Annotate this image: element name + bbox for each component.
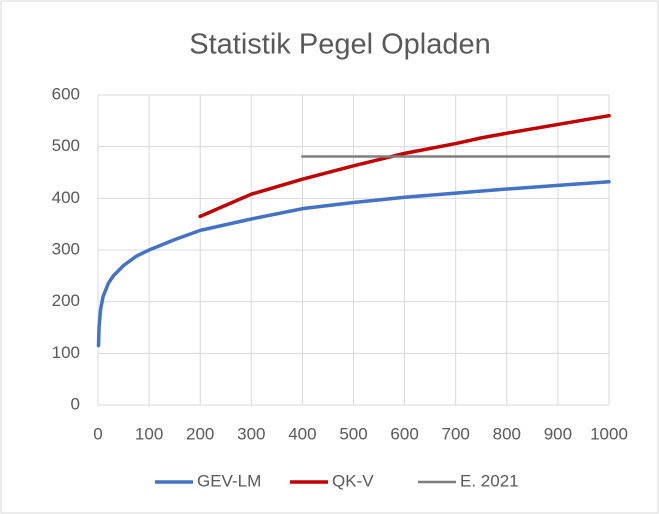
x-tick-label: 700: [442, 424, 470, 443]
y-tick-label: 300: [52, 239, 80, 258]
x-tick-label: 200: [186, 424, 214, 443]
y-tick-label: 0: [71, 394, 80, 413]
line-series: [96, 180, 611, 348]
x-tick-label: 100: [135, 424, 163, 443]
x-tick-label: 600: [390, 424, 418, 443]
y-tick-label: 200: [52, 291, 80, 310]
y-tick-label: 500: [52, 136, 80, 155]
x-tick-label: 0: [93, 424, 102, 443]
chart-title: Statistik Pegel Opladen: [189, 29, 490, 61]
y-tick-label: 100: [52, 343, 80, 362]
x-tick-label: 900: [544, 424, 572, 443]
legend-label: GEV-LM: [197, 471, 261, 490]
x-tick-label: 300: [237, 424, 265, 443]
y-tick-label: 600: [52, 84, 80, 103]
x-tick-label: 1000: [590, 424, 628, 443]
y-tick-label: 400: [52, 188, 80, 207]
legend-label: QK-V: [332, 471, 374, 490]
x-tick-label: 500: [339, 424, 367, 443]
x-tick-label: 400: [288, 424, 316, 443]
legend-label: E. 2021: [460, 471, 519, 490]
x-tick-label: 800: [493, 424, 521, 443]
line-series: [198, 113, 611, 219]
